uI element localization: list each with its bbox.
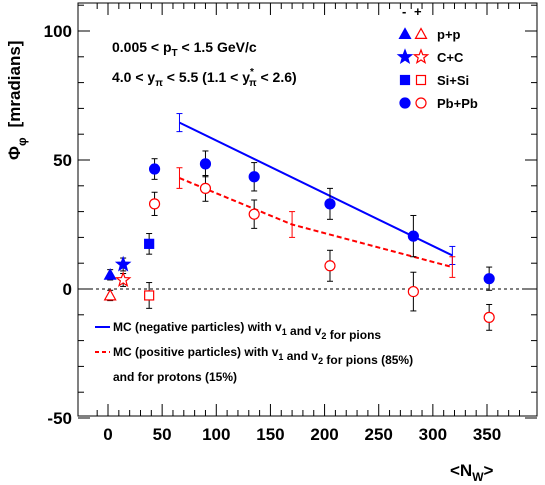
legend-mc-label-part: for pions [326,328,381,342]
legend-system-label: Si+Si [437,73,469,88]
y-tick-label: 100 [44,22,72,41]
legend-negative-star-marker [396,48,414,65]
annotation-rapidity-range: 4.0 < yπ < 5.5 (1.1 < y* π < 2.6) [112,67,297,89]
legend-header-negative: - [402,4,406,19]
positive-circle-marker [407,285,419,298]
positive-circle-marker [324,260,336,272]
legend-mc-label-part: and v [283,349,318,363]
positive-triangle-marker [103,288,117,301]
legend-header-positive: + [414,4,422,19]
legend-positive-triangle-marker [414,27,428,40]
legend-mc-label-part: 2 [318,356,323,366]
annotation-pt-range: 0.005 < pT < 1.5 GeV/c [112,39,257,59]
legend-mc-label-part: MC (negative particles) with v [113,320,282,334]
x-tick-label: 0 [103,425,112,444]
legend-mc-positive-label-line2: and for protons (15%) [113,370,237,384]
negative-triangle-marker [103,268,117,280]
negative-circle-marker [148,163,161,175]
negative-circle-marker [199,158,212,170]
x-tick-label: 100 [202,425,230,444]
legend-mc-curves: MC (negative particles) with v1 and v2 f… [95,320,413,384]
data-markers [103,158,495,323]
x-axis-title: <NW> [450,461,494,484]
negative-square-marker [144,238,155,249]
legend-positive-circle-marker [415,97,427,109]
x-tick-label: 200 [310,425,338,444]
legend-positive-star-marker [412,48,430,65]
legend-systems: - + p+p C+C Si+Si Pb+Pb [396,4,478,111]
legend-mc-positive-label: MC (positive particles) with v1 and v2 f… [113,345,413,367]
legend-negative-square-marker [399,74,411,86]
legend-positive-square-marker [415,74,427,86]
legend-mc-label-part: for pions (85%) [323,353,413,367]
legend-mc-label-part: MC (positive particles) with v [113,345,279,359]
legend-negative-circle-marker [399,97,411,109]
legend-mc-negative-label: MC (negative particles) with v1 and v2 f… [113,320,381,342]
positive-circle-marker [248,208,260,220]
y-axis-title: Φφ[mradians] [5,41,29,160]
x-tick-label: 350 [473,425,501,444]
positive-star-marker [114,271,132,288]
x-tick-label: 150 [256,425,284,444]
negative-star-marker [114,255,132,272]
legend-mc-label-part: 1 [278,352,283,362]
y-tick-label: -50 [47,409,72,428]
legend-mc-label-part: and v [287,324,322,338]
legend-system-label: C+C [437,50,464,65]
legend-negative-triangle-marker [398,27,412,40]
y-tick-label: 50 [53,151,72,170]
mc-negative-curve [179,121,453,257]
legend-system-label: Pb+Pb [437,96,478,111]
axis-ticks: 0 50 100 150 200 250 300 350 -50 0 50 100 [44,3,537,444]
positive-circle-marker [148,198,161,210]
positive-square-marker [144,290,155,301]
negative-circle-marker [407,230,419,242]
negative-circle-marker [483,273,495,285]
x-tick-label: 300 [419,425,447,444]
plot-frame [77,2,538,417]
y-tick-label: 0 [63,280,72,299]
negative-circle-marker [324,198,336,210]
legend-system-label: p+p [437,27,461,42]
legend-mc-label-part: 2 [321,331,326,341]
x-tick-label: 50 [153,425,172,444]
x-tick-label: 250 [365,425,393,444]
plot-border [77,2,538,417]
negative-circle-marker [248,171,260,183]
legend-mc-label-part: 1 [282,327,287,337]
positive-circle-marker [483,311,495,323]
positive-circle-marker [199,182,212,194]
